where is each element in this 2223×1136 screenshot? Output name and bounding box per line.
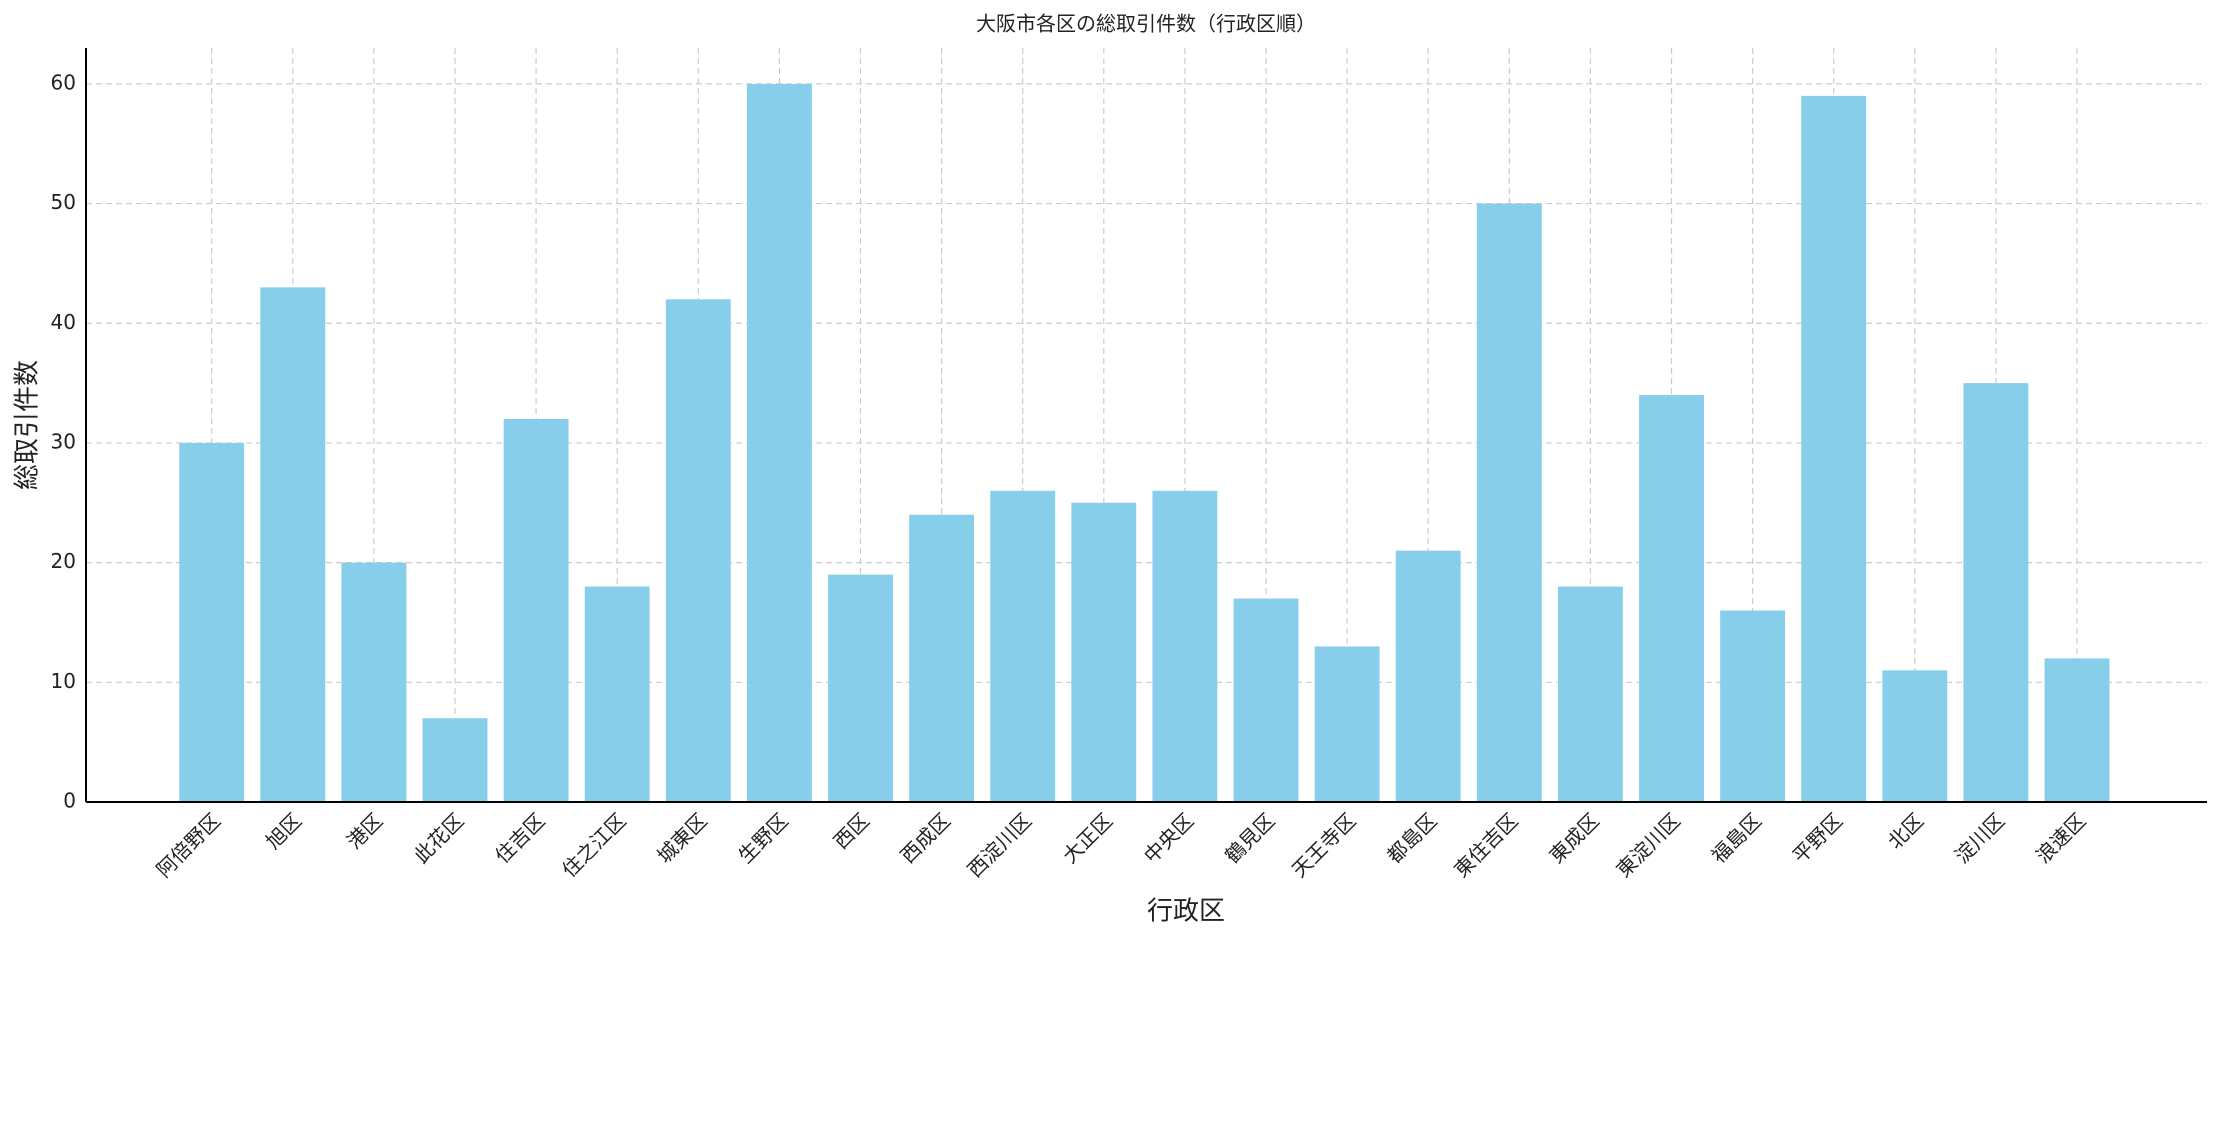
bar — [1395, 550, 1461, 802]
bar — [1314, 646, 1380, 802]
bar — [179, 442, 245, 802]
bar — [990, 490, 1056, 802]
y-tick-label: 60 — [51, 70, 76, 94]
bar — [503, 419, 569, 802]
x-tick-label: 北区 — [1883, 808, 1928, 853]
x-tick-label: 平野区 — [1788, 808, 1847, 867]
x-tick-label: 鶴見区 — [1220, 808, 1279, 867]
x-tick-label: 大正区 — [1058, 808, 1117, 867]
x-axis-label: 行政区 — [1147, 897, 1225, 927]
bar — [665, 299, 731, 802]
bar — [1152, 490, 1218, 802]
bar — [2044, 658, 2110, 802]
bar — [909, 514, 975, 802]
bar — [1963, 383, 2029, 802]
x-tick-label: 淀川区 — [1950, 808, 2009, 867]
x-tick-label: 住之江区 — [557, 808, 631, 882]
x-tick-label: 都島区 — [1382, 808, 1441, 867]
x-tick-label: 福島区 — [1707, 808, 1766, 867]
x-tick-label: 東淀川区 — [1611, 808, 1685, 882]
y-tick-label: 20 — [51, 549, 76, 573]
bar — [1801, 95, 1867, 802]
bar — [1720, 610, 1786, 802]
bar — [1233, 598, 1299, 802]
x-tick-label: 西成区 — [896, 808, 955, 867]
x-tick-label: 東住吉区 — [1449, 808, 1523, 882]
bar — [341, 562, 407, 802]
y-tick-label: 30 — [51, 429, 76, 453]
y-tick-label: 40 — [51, 310, 76, 334]
bar — [1476, 203, 1542, 803]
bar — [260, 287, 326, 802]
chart-title: 大阪市各区の総取引件数（行政区順） — [976, 12, 1316, 36]
x-tick-label: 西区 — [829, 808, 874, 853]
x-tick-label: 港区 — [342, 808, 387, 853]
bar — [584, 586, 650, 802]
x-tick-label: 西淀川区 — [963, 808, 1037, 882]
x-tick-label: 此花区 — [409, 808, 468, 867]
x-tick-label: 阿倍野区 — [152, 808, 226, 882]
x-tick-label: 住吉区 — [490, 808, 549, 867]
x-tick-label: 天王寺区 — [1287, 808, 1361, 882]
bar — [1639, 395, 1704, 802]
x-tick-label: 旭区 — [261, 808, 306, 853]
x-tick-label: 浪速区 — [2031, 808, 2090, 867]
x-tick-label: 中央区 — [1139, 808, 1198, 867]
y-tick-label: 10 — [51, 669, 76, 693]
y-tick-label: 0 — [63, 789, 76, 813]
bar — [1882, 670, 1948, 802]
x-tick-label: 生野区 — [733, 808, 792, 867]
bar — [1557, 586, 1623, 802]
y-axis-label: 総取引件数 — [13, 360, 43, 490]
x-tick-label: 東成区 — [1544, 808, 1603, 867]
bar — [1071, 502, 1137, 802]
bar — [746, 83, 812, 802]
x-tick-label: 城東区 — [652, 808, 711, 867]
bar — [828, 574, 893, 802]
bar — [422, 718, 488, 802]
y-tick-label: 50 — [51, 190, 76, 214]
